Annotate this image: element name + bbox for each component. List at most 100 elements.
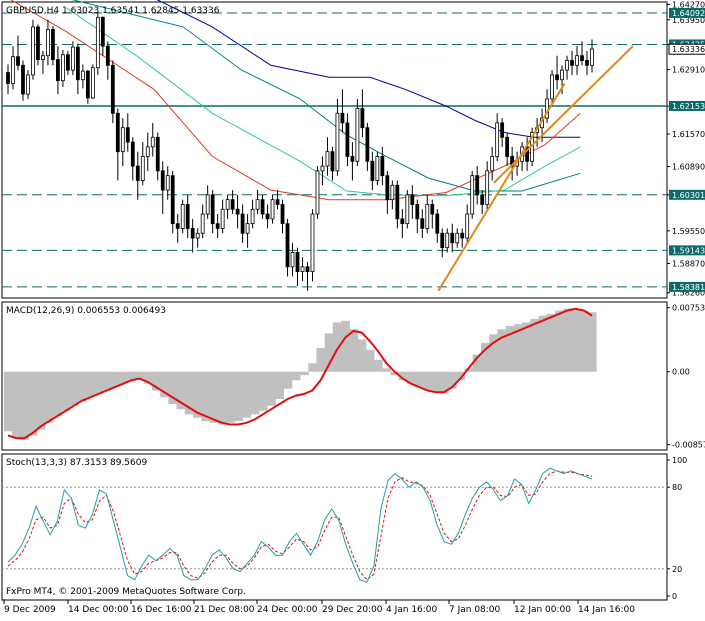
candle-body [550, 74, 554, 100]
candle-body [505, 136, 510, 157]
macd-histogram-bar [365, 349, 375, 372]
candle-body [61, 54, 65, 82]
trendline-0 [437, 83, 566, 292]
x-tick-label: 14 Dec 00:00 [68, 605, 129, 615]
candle-body [105, 45, 110, 66]
candle-body [585, 60, 589, 66]
macd-histogram-bar [374, 359, 383, 372]
macd-histogram-bar [234, 371, 243, 422]
candle-body [250, 208, 255, 225]
price-label-text: 1.63336 [672, 45, 705, 54]
x-tick-label: 4 Jan 16:00 [386, 605, 438, 615]
macd-histogram-bar [505, 325, 515, 372]
macd-histogram-bar [184, 371, 194, 415]
candle-body [235, 208, 240, 215]
candle-body [420, 218, 425, 229]
y-tick-label: 1.58870 [672, 259, 705, 268]
candle-body [75, 46, 80, 81]
macd-histogram-bar [102, 371, 112, 391]
candle-body [435, 213, 440, 234]
candle-body [295, 252, 300, 273]
candle-body [190, 228, 195, 239]
candle-body [395, 184, 400, 220]
macd-histogram-bar [77, 371, 87, 402]
candle-body [405, 194, 410, 225]
macd-histogram-bar [324, 333, 334, 372]
macd-histogram-bar [538, 315, 548, 372]
candle-body [16, 56, 20, 66]
macd-histogram-bar [390, 371, 400, 376]
candle-body [41, 55, 45, 60]
stoch-title: Stoch(13,3,3) 87.3153 89.5609 [6, 458, 147, 468]
footer-text: FxPro MT4, © 2001-2009 MetaQuotes Softwa… [6, 587, 246, 597]
candle-body [410, 194, 415, 205]
candle-body [325, 151, 330, 167]
stoch-main-line [7, 467, 593, 584]
candle-body [265, 213, 270, 220]
candle-body [280, 204, 285, 225]
candle-body [230, 199, 235, 210]
candle-body [560, 69, 564, 81]
macd-tick-label: 0.00753 [672, 304, 705, 313]
macd-histogram-bar [464, 368, 474, 372]
stoch-tick-label: 0 [672, 592, 677, 601]
macd-histogram-bar [554, 310, 564, 372]
candle-body [475, 175, 480, 196]
y-tick-label: 1.59550 [672, 227, 705, 236]
y-tick-label: 1.61570 [672, 130, 705, 139]
y-tick-label: 1.64270 [672, 0, 705, 9]
price-label-box [669, 245, 705, 256]
macd-histogram-bar [382, 368, 391, 372]
candle-body [445, 232, 450, 249]
candle-body [11, 56, 15, 84]
macd-histogram-bar [250, 371, 260, 415]
candle-body [21, 64, 25, 95]
macd-histogram-bar [357, 339, 367, 372]
candle-body [590, 48, 594, 66]
macd-histogram-bar [571, 308, 581, 372]
macd-histogram-bar [398, 371, 408, 381]
candle-body [125, 127, 130, 143]
macd-histogram-bar [45, 371, 54, 423]
macd-histogram-bar [308, 363, 317, 372]
macd-histogram-bar [513, 324, 523, 372]
macd-histogram-bar [225, 371, 235, 423]
macd-histogram-bar [349, 329, 359, 372]
macd-histogram-bar [143, 371, 153, 384]
macd-tick-label: -0.00857 [672, 441, 705, 450]
candle-body [180, 204, 185, 229]
macd-histogram-bar [291, 371, 301, 381]
macd-histogram-bar [587, 312, 597, 372]
macd-histogram-bar [472, 354, 482, 372]
macd-title: MACD(12,26,9) 0.006553 0.006493 [6, 306, 166, 316]
macd-histogram-bar [530, 319, 540, 372]
macd-histogram-bar [119, 371, 128, 384]
macd-histogram-bar [94, 371, 104, 394]
candle-body [430, 204, 435, 215]
price-label-box [669, 7, 705, 18]
candle-body [490, 156, 495, 172]
candle-body [315, 170, 320, 215]
macd-histogram-bar [522, 322, 531, 372]
macd-histogram-bar [209, 371, 219, 423]
macd-histogram-bar [316, 347, 326, 372]
price-label-text: 1.64092 [672, 9, 705, 18]
price-label-box [669, 281, 705, 292]
candle-body [100, 16, 105, 47]
candle-body [400, 218, 405, 225]
candle-body [165, 175, 170, 191]
candle-body [500, 122, 505, 138]
macd-histogram-bar [176, 371, 186, 410]
price-label-text: 1.59143 [672, 246, 705, 255]
candle-body [385, 175, 390, 201]
y-tick-label: 1.62910 [672, 66, 705, 75]
x-tick-label: 24 Dec 00:00 [257, 605, 318, 615]
price-label-box [668, 43, 705, 55]
moving-average-2 [66, 7, 581, 197]
candle-body [70, 46, 75, 71]
candle-body [455, 232, 460, 244]
candle-body [380, 156, 385, 177]
candle-body [135, 165, 140, 181]
candle-body [160, 170, 165, 191]
